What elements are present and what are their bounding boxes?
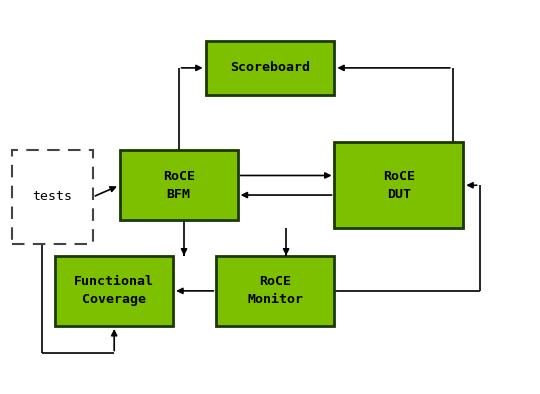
FancyBboxPatch shape: [119, 150, 238, 221]
Text: tests: tests: [32, 191, 72, 203]
FancyBboxPatch shape: [217, 256, 334, 326]
Text: RoCE
Monitor: RoCE Monitor: [247, 275, 303, 307]
FancyBboxPatch shape: [334, 142, 463, 228]
FancyBboxPatch shape: [206, 41, 334, 95]
Text: RoCE
DUT: RoCE DUT: [383, 170, 415, 201]
FancyBboxPatch shape: [55, 256, 173, 326]
Text: Functional
Coverage: Functional Coverage: [74, 275, 154, 307]
Text: Scoreboard: Scoreboard: [230, 61, 310, 74]
Text: RoCE
BFM: RoCE BFM: [163, 170, 195, 201]
